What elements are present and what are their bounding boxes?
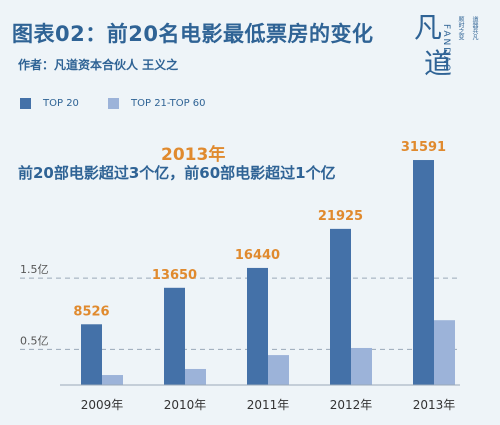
bar-top20-4 <box>413 160 434 385</box>
x-tick-label-4: 2013年 <box>413 398 456 412</box>
bar-top21-60-0 <box>102 375 123 385</box>
author-line: 作者：凡道资本合伙人 王义之 <box>18 58 179 72</box>
x-tick-label-1: 2010年 <box>164 398 207 412</box>
bar-top21-60-4 <box>434 320 455 385</box>
bar-top21-60-3 <box>351 347 372 385</box>
annotation-text: 前20部电影超过3个亿，前60部电影超过1个亿 <box>18 164 336 182</box>
bar-top21-60-2 <box>268 355 289 385</box>
value-label-3: 21925 <box>318 209 363 224</box>
logo-pinyin: FANDAO <box>441 24 451 74</box>
reference-label-0: 1.5亿 <box>20 263 49 276</box>
value-label-1: 13650 <box>152 268 197 283</box>
bar-top20-1 <box>164 287 185 385</box>
legend-swatch-top20 <box>20 98 31 109</box>
logo-side-text-2: 道器兵凡 <box>471 16 478 40</box>
legend-item-top20: TOP 20 <box>20 98 79 109</box>
x-tick-label-3: 2012年 <box>330 398 373 412</box>
bar-top21-60-1 <box>185 368 206 385</box>
chart-title: 图表02：前20名电影最低票房的变化 <box>12 22 374 46</box>
bar-top20-0 <box>81 324 102 385</box>
bar-top20-2 <box>247 267 268 385</box>
legend-swatch-top21-60 <box>108 98 119 109</box>
legend-label-top20: TOP 20 <box>43 98 79 109</box>
value-label-2: 16440 <box>235 248 280 263</box>
annotation-year: 2013年 <box>161 145 226 165</box>
fandao-logo: 凡 道 FANDAO 顺时之变 道器兵凡 <box>406 6 490 92</box>
value-label-4: 31591 <box>401 140 446 155</box>
x-tick-label-2: 2011年 <box>247 398 290 412</box>
bar-top20-3 <box>330 228 351 385</box>
x-tick-label-0: 2009年 <box>81 398 124 412</box>
reference-label-1: 0.5亿 <box>20 334 49 347</box>
logo-char-fan: 凡 <box>414 11 443 44</box>
logo-char-dao: 道 <box>424 47 453 80</box>
legend-label-top21-60: TOP 21-TOP 60 <box>131 98 206 109</box>
logo-side-text-1: 顺时之变 <box>457 16 464 40</box>
legend-item-top21-60: TOP 21-TOP 60 <box>108 98 206 109</box>
value-label-0: 8526 <box>73 304 109 319</box>
